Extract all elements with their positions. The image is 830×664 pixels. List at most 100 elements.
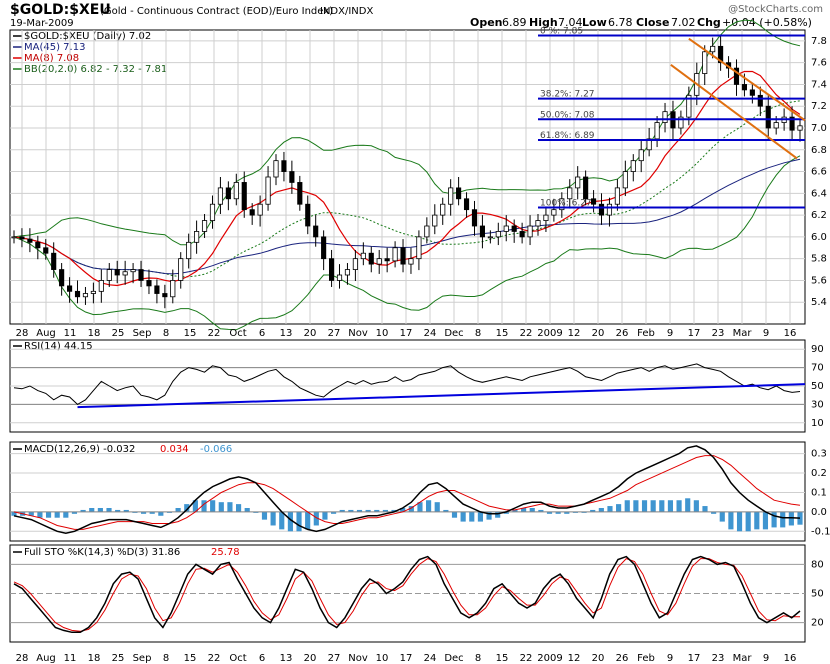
symbol-description: (Gold - Continuous Contract (EOD)/Euro I… bbox=[100, 6, 333, 17]
macd-histogram-bar bbox=[477, 511, 483, 522]
macd-histogram-bar bbox=[400, 508, 406, 512]
candle-body bbox=[686, 94, 692, 118]
x-axis-tick-bottom: Aug bbox=[36, 653, 56, 664]
macd-histogram-bar bbox=[659, 500, 665, 512]
price-y-tick: 7.0 bbox=[811, 123, 827, 134]
open-label: Open bbox=[470, 16, 503, 29]
x-axis-tick-bottom: 9 bbox=[763, 653, 769, 664]
x-axis-tick-bottom: 22 bbox=[520, 653, 533, 664]
candle-body bbox=[733, 67, 740, 85]
price-y-tick: 7.6 bbox=[811, 58, 827, 69]
candle-body bbox=[638, 149, 644, 162]
macd-y-tick: 0.0 bbox=[811, 507, 827, 518]
macd-histogram-bar bbox=[331, 511, 337, 514]
macd-histogram-bar bbox=[771, 511, 777, 528]
x-axis-tick-bottom: 20 bbox=[304, 653, 317, 664]
x-axis-tick-bottom: 10 bbox=[376, 653, 389, 664]
macd-histogram-bar bbox=[210, 500, 216, 512]
x-axis-tick-bottom: 2009 bbox=[537, 653, 562, 664]
candle-body bbox=[201, 220, 208, 232]
low-value: 6.78 bbox=[608, 16, 633, 29]
candle-body bbox=[305, 203, 311, 227]
macd-histogram-bar bbox=[443, 509, 449, 512]
candle-body bbox=[249, 209, 255, 216]
candle-body bbox=[98, 280, 104, 292]
x-axis-tick-bottom: 15 bbox=[184, 653, 197, 664]
macd-histogram-bar bbox=[469, 511, 475, 522]
macd-histogram-bar bbox=[149, 511, 155, 514]
macd-histogram-bar bbox=[538, 509, 544, 512]
trend-channel-upper bbox=[688, 37, 806, 122]
candle-body bbox=[74, 290, 81, 298]
macd-histogram-bar bbox=[140, 511, 147, 514]
candle-body bbox=[376, 258, 382, 265]
low-label: Low bbox=[582, 16, 607, 29]
x-axis-tick-bottom: 13 bbox=[280, 653, 293, 664]
candle-body bbox=[329, 258, 335, 281]
x-axis-tick-bottom: 6 bbox=[259, 653, 265, 664]
candle-body bbox=[400, 247, 406, 265]
sto-y-tick: 20 bbox=[811, 618, 824, 629]
x-axis-tick-bottom: 20 bbox=[592, 653, 605, 664]
macd-histogram-bar bbox=[754, 511, 760, 530]
high-value: 7.04 bbox=[558, 16, 583, 29]
fib-level-label: 0 %: 7.85 bbox=[540, 26, 583, 36]
candle-body bbox=[678, 116, 684, 129]
macd-histogram-bar bbox=[460, 511, 466, 522]
macd-histogram-bar bbox=[97, 508, 103, 512]
macd-histogram-bar bbox=[89, 508, 95, 512]
macd-histogram-bar bbox=[521, 508, 527, 512]
candle-body bbox=[241, 182, 247, 211]
price-y-tick: 6.0 bbox=[811, 232, 827, 243]
macd-histogram-bar bbox=[797, 511, 803, 525]
macd-histogram-bar bbox=[598, 508, 604, 512]
open-value: 6.89 bbox=[502, 16, 527, 29]
rsi-trendline bbox=[77, 383, 806, 409]
candle-body bbox=[297, 182, 303, 205]
candle-body bbox=[368, 252, 374, 265]
macd-histogram-bar bbox=[192, 500, 198, 512]
x-axis-tick: 20 bbox=[304, 328, 317, 339]
exchange-label: INDX/INDX bbox=[320, 6, 373, 17]
x-axis-tick-bottom: 11 bbox=[64, 653, 77, 664]
x-axis-tick-bottom: Nov bbox=[348, 653, 368, 664]
legend-sto-d: 25.78 bbox=[211, 547, 240, 558]
candle-body bbox=[217, 187, 223, 205]
macd-histogram-bar bbox=[296, 511, 302, 532]
x-axis-tick: 9 bbox=[667, 328, 673, 339]
x-axis-tick-bottom: Feb bbox=[637, 653, 655, 664]
legend-ma8: MA(8) 7.08 bbox=[24, 53, 79, 64]
macd-plot bbox=[10, 445, 805, 534]
candle-body bbox=[567, 187, 573, 200]
candle-body bbox=[225, 187, 231, 200]
price-y-tick: 5.6 bbox=[811, 275, 827, 286]
candle-body bbox=[19, 236, 25, 240]
candle-body bbox=[741, 84, 747, 91]
macd-histogram-bar bbox=[270, 511, 276, 526]
macd-histogram-bar bbox=[54, 511, 60, 518]
macd-histogram-bar bbox=[106, 508, 112, 512]
candle-body bbox=[162, 293, 168, 298]
legend-macd-signal: 0.034 bbox=[160, 444, 189, 455]
grid-lines bbox=[10, 30, 805, 532]
x-axis-tick: 9 bbox=[763, 328, 769, 339]
macd-histogram-bar bbox=[227, 502, 233, 512]
macd-histogram-bar bbox=[788, 511, 794, 526]
macd-histogram-bar bbox=[607, 506, 613, 512]
price-y-tick: 5.4 bbox=[811, 297, 827, 308]
macd-histogram-bar bbox=[693, 500, 699, 512]
macd-histogram-bar bbox=[123, 509, 129, 512]
close-value: 7.02 bbox=[671, 16, 696, 29]
macd-legend: MACD(12,26,9) -0.032 0.034 -0.066 bbox=[13, 444, 232, 455]
macd-histogram-bar bbox=[780, 511, 786, 528]
macd-histogram-bar bbox=[736, 511, 743, 532]
x-axis-tick: 2009 bbox=[537, 328, 562, 339]
candle-body bbox=[186, 241, 192, 260]
rsi-plot bbox=[10, 363, 806, 409]
macd-histogram-bar bbox=[63, 511, 69, 518]
x-axis-tick-bottom: 22 bbox=[208, 653, 221, 664]
candle-body bbox=[273, 160, 279, 178]
fib-level-label: 50.0%: 7.08 bbox=[540, 110, 595, 120]
macd-panel-frame bbox=[9, 441, 806, 542]
macd-histogram-bar bbox=[158, 511, 164, 516]
